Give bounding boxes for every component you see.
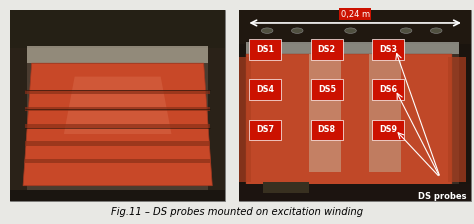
Bar: [372, 39, 404, 60]
Bar: [239, 10, 246, 201]
Text: DS7: DS7: [256, 125, 274, 134]
Bar: [249, 120, 282, 140]
Bar: [10, 10, 27, 201]
Polygon shape: [64, 77, 172, 134]
Bar: [239, 10, 471, 44]
Polygon shape: [23, 63, 212, 186]
Bar: [27, 46, 208, 63]
Text: DS3: DS3: [379, 45, 397, 54]
Circle shape: [345, 28, 356, 33]
Text: DS6: DS6: [379, 85, 397, 94]
Bar: [311, 120, 343, 140]
Bar: [309, 54, 341, 172]
Bar: [25, 141, 210, 146]
Bar: [372, 80, 404, 100]
Circle shape: [401, 28, 412, 33]
Bar: [369, 54, 401, 172]
Text: Fig.11 – DS probes mounted on excitation winding: Fig.11 – DS probes mounted on excitation…: [111, 207, 363, 217]
Text: DS8: DS8: [318, 125, 336, 134]
Text: 0,24 m: 0,24 m: [341, 9, 370, 19]
Circle shape: [430, 28, 442, 33]
Text: DS2: DS2: [318, 45, 336, 54]
Text: DS1: DS1: [256, 45, 274, 54]
Text: DS4: DS4: [256, 85, 274, 94]
Bar: [311, 39, 343, 60]
Bar: [249, 80, 282, 100]
Bar: [10, 10, 225, 48]
Bar: [246, 42, 459, 54]
Bar: [372, 120, 404, 140]
Bar: [10, 190, 225, 201]
Bar: [448, 58, 466, 182]
Polygon shape: [246, 54, 452, 186]
Bar: [263, 182, 309, 193]
Bar: [208, 10, 225, 201]
Bar: [249, 39, 282, 60]
Bar: [311, 80, 343, 100]
Bar: [459, 10, 471, 201]
Bar: [239, 184, 471, 201]
Bar: [10, 10, 225, 201]
Text: DS9: DS9: [379, 125, 397, 134]
Circle shape: [292, 28, 303, 33]
Circle shape: [261, 28, 273, 33]
Text: DS probes: DS probes: [418, 192, 466, 201]
Bar: [239, 10, 471, 201]
Bar: [239, 58, 251, 182]
Bar: [25, 159, 210, 163]
Bar: [25, 90, 210, 94]
Text: DS5: DS5: [318, 85, 336, 94]
Bar: [25, 124, 210, 128]
Bar: [25, 107, 210, 111]
